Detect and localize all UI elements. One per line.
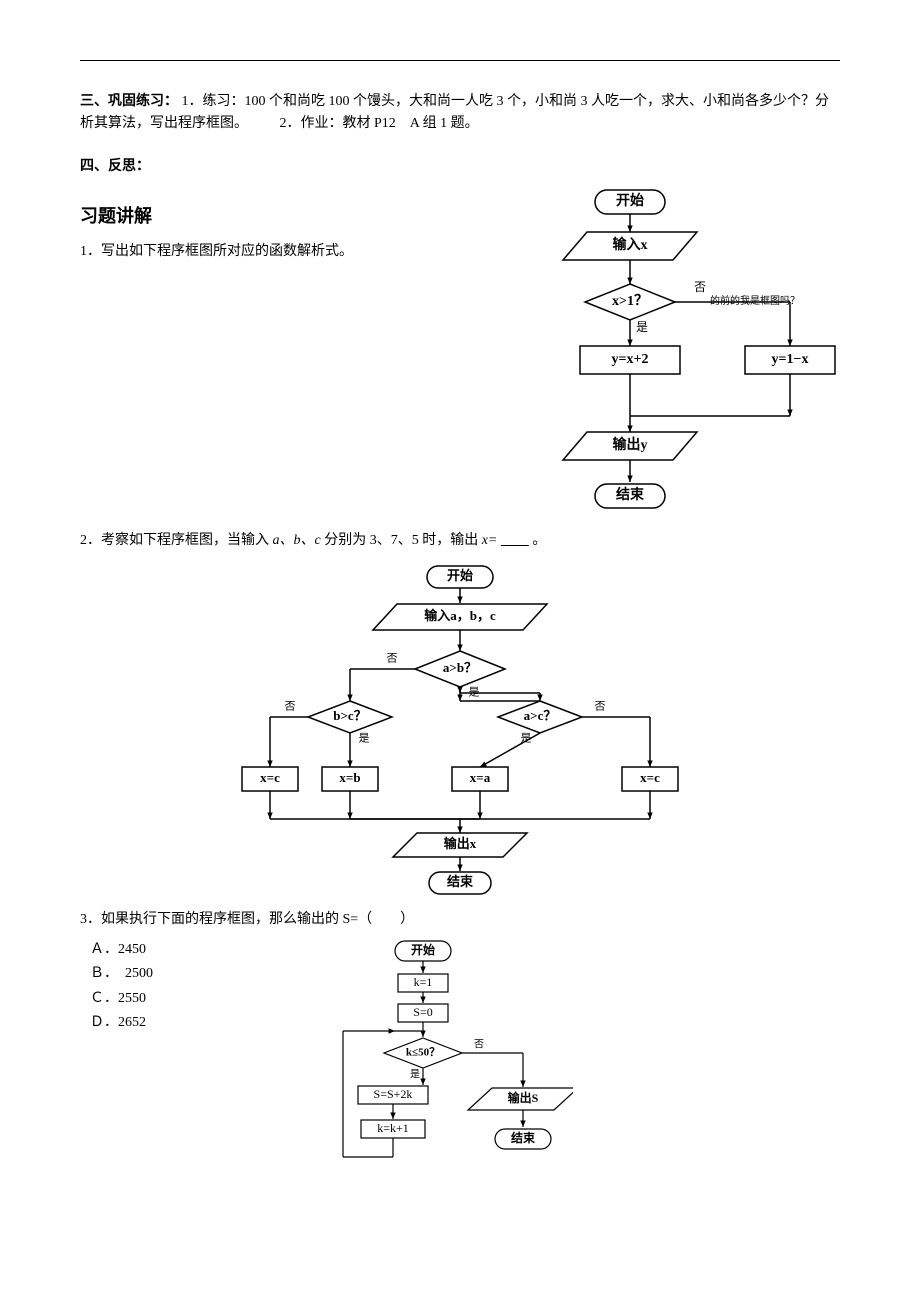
exercises-title: 习题讲解 bbox=[80, 202, 500, 231]
q2-flowchart: 开始输入a，b，ca>b？否是b>c？否是a>c？否是x=cx=bx=ax=c输… bbox=[80, 561, 840, 901]
svg-text:结束: 结束 bbox=[447, 874, 474, 889]
q3-opt-d: Ｄ．2652 bbox=[90, 1012, 153, 1034]
q2-abc: a、b、c bbox=[273, 533, 321, 548]
svg-text:开始: 开始 bbox=[411, 942, 435, 957]
q1-row: 习题讲解 1．写出如下程序框图所对应的函数解析式。 开始输入x x>1？ 是 否 y=x… bbox=[80, 184, 840, 524]
q2-text: 2．考察如下程序框图，当输入 a、b、c 分别为 3、7、5 时，输出 x= 。 bbox=[80, 530, 840, 552]
q3-options: Ａ．2450 Ｂ． 2500 Ｃ．2550 Ｄ．2652 bbox=[90, 937, 153, 1037]
svg-text:输出y: 输出y bbox=[613, 436, 648, 453]
svg-text:x>1？: x>1？ bbox=[612, 293, 648, 309]
svg-text:否: 否 bbox=[387, 652, 398, 664]
svg-text:y=1−x: y=1−x bbox=[772, 352, 809, 367]
section-3-body2: 2．作业：教材 P12 A 组 1 题。 bbox=[252, 116, 479, 131]
q3-opt-b: Ｂ． 2500 bbox=[90, 963, 153, 985]
section-3: 三、巩固练习： 1．练习：100 个和尚吃 100 个馒头，大和尚一人吃 3 个… bbox=[80, 91, 840, 136]
svg-text:a>c？: a>c？ bbox=[524, 708, 557, 723]
svg-text:a>b？: a>b？ bbox=[443, 660, 477, 675]
svg-text:结束: 结束 bbox=[616, 486, 645, 503]
svg-text:输出x: 输出x bbox=[444, 836, 477, 851]
svg-text:是: 是 bbox=[359, 731, 370, 744]
q2-x: x= bbox=[482, 533, 498, 548]
q3-opt-a: Ａ．2450 bbox=[90, 939, 153, 961]
q1-flowchart: 开始输入x x>1？ 是 否 y=x+2 y=1−x 输出y 结束 bbox=[510, 184, 840, 524]
section-4-label: 四、反思： bbox=[80, 156, 840, 178]
q3-flowchart: 开始 k=1 S=0 k≤50？ 否是 S=S+2k k=k+1 输出S 结束 bbox=[313, 937, 573, 1197]
section-3-label: 三、巩固练习： bbox=[80, 94, 178, 109]
svg-text:S=0: S=0 bbox=[413, 1005, 432, 1019]
svg-text:k=k+1: k=k+1 bbox=[377, 1121, 409, 1135]
svg-text:是: 是 bbox=[636, 320, 648, 334]
q3-opt-c: Ｃ．2550 bbox=[90, 988, 153, 1010]
q1-side-note: 的前的我是框图吗？ bbox=[710, 294, 800, 310]
svg-text:是: 是 bbox=[469, 685, 480, 698]
svg-text:x=b: x=b bbox=[339, 770, 360, 785]
svg-text:是: 是 bbox=[410, 1068, 420, 1080]
q2-blank bbox=[501, 533, 529, 548]
svg-text:b>c？: b>c？ bbox=[333, 708, 366, 723]
page-divider bbox=[80, 60, 840, 61]
svg-text:否: 否 bbox=[694, 280, 706, 294]
svg-text:开始: 开始 bbox=[447, 568, 473, 583]
q1-text: 1．写出如下程序框图所对应的函数解析式。 bbox=[80, 241, 440, 263]
svg-text:y=x+2: y=x+2 bbox=[612, 352, 649, 367]
svg-text:否: 否 bbox=[285, 700, 296, 712]
svg-text:结束: 结束 bbox=[511, 1130, 536, 1145]
svg-text:x=a: x=a bbox=[470, 770, 491, 785]
svg-text:x=c: x=c bbox=[260, 770, 280, 785]
svg-text:否: 否 bbox=[595, 700, 606, 712]
svg-text:开始: 开始 bbox=[616, 192, 644, 209]
svg-text:输出S: 输出S bbox=[508, 1090, 539, 1105]
svg-text:x=c: x=c bbox=[640, 770, 660, 785]
svg-text:k=1: k=1 bbox=[414, 975, 433, 989]
svg-text:k≤50？: k≤50？ bbox=[406, 1045, 440, 1058]
svg-text:否: 否 bbox=[474, 1038, 484, 1050]
svg-text:S=S+2k: S=S+2k bbox=[374, 1087, 413, 1101]
svg-text:输入a，b，c: 输入a，b，c bbox=[424, 608, 496, 623]
q3-text: 3．如果执行下面的程序框图，那么输出的 S=（ ） bbox=[80, 909, 840, 931]
svg-text:输入x: 输入x bbox=[613, 236, 648, 253]
